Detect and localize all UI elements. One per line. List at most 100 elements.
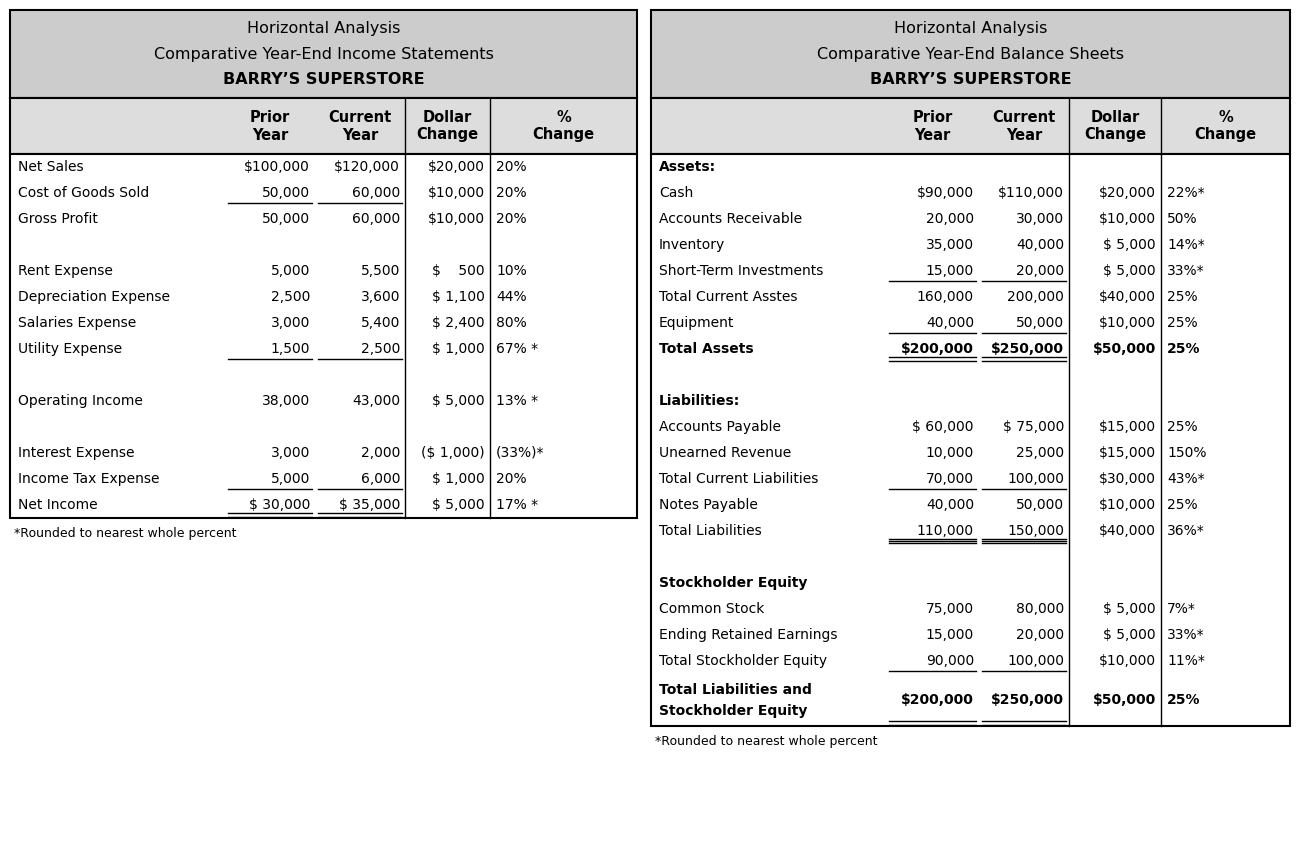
- Text: 15,000: 15,000: [926, 264, 974, 278]
- Text: 70,000: 70,000: [926, 472, 974, 486]
- Text: Total Current Liabilities: Total Current Liabilities: [659, 472, 819, 486]
- Text: 25%: 25%: [1167, 290, 1197, 304]
- Text: Horizontal Analysis: Horizontal Analysis: [247, 21, 400, 35]
- Text: 5,000: 5,000: [270, 264, 309, 278]
- Text: $    500: $ 500: [433, 264, 485, 278]
- Text: $20,000: $20,000: [428, 160, 485, 174]
- Text: 3,000: 3,000: [270, 316, 309, 330]
- Text: 50,000: 50,000: [1015, 498, 1063, 512]
- Text: 35,000: 35,000: [926, 238, 974, 252]
- Text: 110,000: 110,000: [916, 524, 974, 538]
- Text: *Rounded to nearest whole percent: *Rounded to nearest whole percent: [655, 735, 878, 748]
- Text: 90,000: 90,000: [926, 654, 974, 668]
- Text: $15,000: $15,000: [1098, 446, 1156, 460]
- Text: Operating Income: Operating Income: [18, 394, 143, 408]
- Text: 25%: 25%: [1167, 498, 1197, 512]
- Text: $ 1,100: $ 1,100: [432, 290, 485, 304]
- Text: 3,600: 3,600: [360, 290, 400, 304]
- Text: 43,000: 43,000: [352, 394, 400, 408]
- Text: Inventory: Inventory: [659, 238, 725, 252]
- Text: Comparative Year-End Balance Sheets: Comparative Year-End Balance Sheets: [816, 46, 1124, 62]
- Text: Assets:: Assets:: [659, 160, 716, 174]
- Text: $10,000: $10,000: [1098, 212, 1156, 226]
- Bar: [10, 98, 637, 154]
- Text: Accounts Payable: Accounts Payable: [659, 420, 781, 434]
- Text: Total Liabilities and: Total Liabilities and: [659, 683, 812, 697]
- Text: 22%*: 22%*: [1167, 186, 1205, 200]
- Text: Current: Current: [329, 110, 391, 124]
- Text: $10,000: $10,000: [1098, 498, 1156, 512]
- Text: $ 5,000: $ 5,000: [1104, 602, 1156, 616]
- Text: 20,000: 20,000: [1015, 264, 1063, 278]
- Text: 50,000: 50,000: [261, 212, 309, 226]
- Text: $110,000: $110,000: [998, 186, 1063, 200]
- Text: $ 75,000: $ 75,000: [1002, 420, 1063, 434]
- Text: 50,000: 50,000: [261, 186, 309, 200]
- Text: $ 5,000: $ 5,000: [1104, 628, 1156, 642]
- Text: BARRY’S SUPERSTORE: BARRY’S SUPERSTORE: [222, 72, 424, 88]
- Text: $ 60,000: $ 60,000: [913, 420, 974, 434]
- Bar: [10, 10, 637, 98]
- Text: $10,000: $10,000: [1098, 654, 1156, 668]
- Text: Income Tax Expense: Income Tax Expense: [18, 472, 160, 486]
- Text: 7%*: 7%*: [1167, 602, 1196, 616]
- Text: $250,000: $250,000: [991, 693, 1063, 707]
- Text: Change: Change: [416, 128, 478, 142]
- Text: Net Income: Net Income: [18, 498, 98, 512]
- Text: Change: Change: [533, 128, 594, 142]
- Text: 13% *: 13% *: [497, 394, 538, 408]
- Text: 10,000: 10,000: [926, 446, 974, 460]
- Text: Dollar: Dollar: [422, 110, 472, 124]
- Text: 33%*: 33%*: [1167, 628, 1205, 642]
- Text: %: %: [556, 110, 571, 124]
- Text: $ 5,000: $ 5,000: [433, 394, 485, 408]
- Text: Total Liabilities: Total Liabilities: [659, 524, 762, 538]
- Text: 100,000: 100,000: [1008, 472, 1063, 486]
- Text: 150%: 150%: [1167, 446, 1206, 460]
- Text: $30,000: $30,000: [1098, 472, 1156, 486]
- Text: 2,500: 2,500: [270, 290, 309, 304]
- Text: Net Sales: Net Sales: [18, 160, 83, 174]
- Text: Change: Change: [1195, 128, 1257, 142]
- Bar: [10, 154, 637, 518]
- Text: 30,000: 30,000: [1015, 212, 1063, 226]
- Text: 20,000: 20,000: [1015, 628, 1063, 642]
- Text: Depreciation Expense: Depreciation Expense: [18, 290, 170, 304]
- Text: $ 1,000: $ 1,000: [432, 472, 485, 486]
- Text: 38,000: 38,000: [261, 394, 309, 408]
- Text: 2,500: 2,500: [360, 342, 400, 356]
- Text: 10%: 10%: [497, 264, 526, 278]
- Text: $50,000: $50,000: [1093, 342, 1156, 356]
- Bar: [651, 98, 1290, 154]
- Text: $ 1,000: $ 1,000: [432, 342, 485, 356]
- Text: $ 30,000: $ 30,000: [248, 498, 309, 512]
- Text: Year: Year: [252, 128, 289, 142]
- Text: Total Assets: Total Assets: [659, 342, 754, 356]
- Text: %: %: [1218, 110, 1232, 124]
- Text: Interest Expense: Interest Expense: [18, 446, 134, 460]
- Text: 20%: 20%: [497, 160, 526, 174]
- Text: (33%)*: (33%)*: [497, 446, 545, 460]
- Text: $10,000: $10,000: [428, 212, 485, 226]
- Text: 5,000: 5,000: [270, 472, 309, 486]
- Text: 25%: 25%: [1167, 420, 1197, 434]
- Text: 5,500: 5,500: [360, 264, 400, 278]
- Text: Liabilities:: Liabilities:: [659, 394, 740, 408]
- Text: Ending Retained Earnings: Ending Retained Earnings: [659, 628, 837, 642]
- Text: Equipment: Equipment: [659, 316, 734, 330]
- Text: 60,000: 60,000: [352, 212, 400, 226]
- Text: 75,000: 75,000: [926, 602, 974, 616]
- Text: Accounts Receivable: Accounts Receivable: [659, 212, 802, 226]
- Text: $250,000: $250,000: [991, 342, 1063, 356]
- Text: Comparative Year-End Income Statements: Comparative Year-End Income Statements: [153, 46, 494, 62]
- Bar: [651, 10, 1290, 98]
- Text: $15,000: $15,000: [1098, 420, 1156, 434]
- Text: Unearned Revenue: Unearned Revenue: [659, 446, 792, 460]
- Text: 33%*: 33%*: [1167, 264, 1205, 278]
- Text: 80,000: 80,000: [1015, 602, 1063, 616]
- Text: 17% *: 17% *: [497, 498, 538, 512]
- Text: Cost of Goods Sold: Cost of Goods Sold: [18, 186, 150, 200]
- Text: BARRY’S SUPERSTORE: BARRY’S SUPERSTORE: [870, 72, 1071, 88]
- Text: Prior: Prior: [250, 110, 290, 124]
- Text: 20%: 20%: [497, 472, 526, 486]
